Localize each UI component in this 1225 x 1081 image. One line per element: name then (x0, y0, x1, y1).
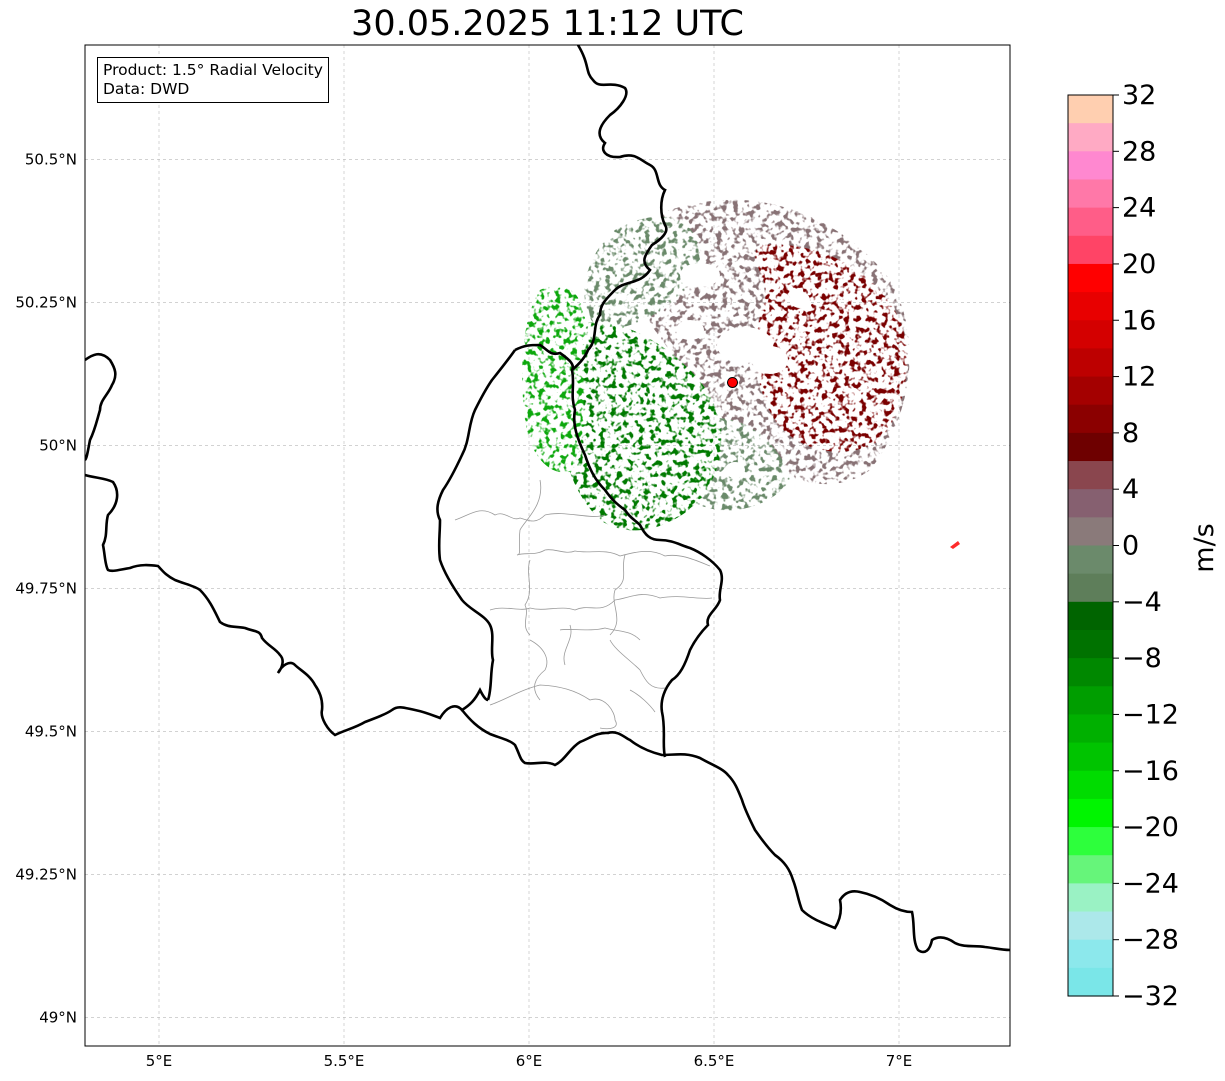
map-title: 30.05.2025 11:12 UTC (351, 4, 744, 44)
colorbar-segment (1068, 123, 1113, 152)
colorbar-segment (1068, 207, 1113, 237)
lat-tick-label: 49.75°N (15, 579, 77, 597)
luxembourg-france-germany-border (460, 709, 1010, 954)
colorbar-segment (1068, 827, 1113, 856)
colorbar-tick-label: 28 (1122, 136, 1156, 167)
colorbar-tick-label: 24 (1122, 193, 1156, 224)
colorbar-segment (1068, 658, 1113, 687)
colorbar-segment (1068, 855, 1113, 884)
colorbar-segment (1068, 911, 1113, 941)
colorbar-segment (1068, 376, 1113, 406)
colorbar-tick-label: 8 (1122, 418, 1139, 449)
colorbar-segment (1068, 348, 1113, 378)
lon-tick-label: 6°E (516, 1052, 543, 1070)
lon-tick-label: 5.5°E (324, 1052, 365, 1070)
radar-site-marker (727, 376, 738, 388)
colorbar-tick-label: 12 (1122, 362, 1156, 393)
echo-bright-green-edge (522, 285, 586, 473)
echo-grey-green-zone (584, 216, 700, 330)
longitude-tick-labels: 5°E 5.5°E 6°E 6.5°E 7°E (146, 1052, 913, 1070)
colorbar-segment (1068, 432, 1113, 462)
lat-tick-label: 50°N (39, 436, 77, 454)
colorbar-segment (1068, 461, 1113, 490)
lat-tick-label: 49°N (39, 1008, 77, 1026)
colorbar-tick-label: 0 (1122, 531, 1139, 562)
colorbar-segment (1068, 151, 1113, 181)
product-info-box: Product: 1.5° Radial Velocity Data: DWD (97, 57, 329, 103)
colorbar-segment (1068, 629, 1113, 659)
map-frame (84, 44, 1011, 1047)
echo-small-cell-east (950, 541, 960, 549)
colorbar-tick-label: 32 (1122, 80, 1156, 111)
colorbar-segment (1068, 883, 1113, 913)
echo-clear-patches (676, 263, 810, 478)
colorbar-segment (1068, 967, 1113, 997)
colorbar-tick-label: −28 (1122, 925, 1179, 956)
colorbar-segment (1068, 686, 1113, 716)
lat-tick-label: 50.5°N (25, 150, 77, 168)
colorbar-tick-labels: 32 28 24 20 16 12 8 4 0 −4 −8 −12 −16 −20 −24 −28 −32 (1113, 80, 1179, 1012)
colorbar-segment (1068, 770, 1113, 800)
colorbar-segment (1068, 545, 1113, 575)
colorbar-segment (1068, 489, 1113, 518)
lat-tick-label: 49.25°N (15, 865, 77, 883)
colorbar-tick-label: 20 (1122, 249, 1156, 280)
data-source-line: Data: DWD (103, 80, 190, 98)
latitude-tick-labels: 49°N 49.25°N 49.5°N 49.75°N 50°N 50.25°N 50.5°… (15, 150, 77, 1026)
colorbar-segment (1068, 714, 1113, 744)
colorbar-segment (1068, 517, 1113, 547)
colorbar-tick-label: −20 (1122, 812, 1179, 843)
colorbar-segment (1068, 939, 1113, 969)
product-line: Product: 1.5° Radial Velocity (103, 61, 323, 79)
colorbar-tick-label: −12 (1122, 699, 1179, 730)
colorbar-tick-label: 16 (1122, 305, 1156, 336)
colorbar-tick-label: −16 (1122, 756, 1179, 787)
lat-tick-label: 49.5°N (25, 722, 77, 740)
colorbar-segment (1068, 263, 1113, 293)
luxembourg-western-border (436, 343, 575, 701)
colorbar-segment (1068, 404, 1113, 434)
lat-tick-label: 50.25°N (15, 293, 77, 311)
luxembourg-canton-borders (454, 479, 713, 730)
colorbar-segment (1068, 573, 1113, 603)
lon-tick-label: 5°E (146, 1052, 173, 1070)
colorbar-segment (1068, 320, 1113, 350)
belgium-france-border (85, 352, 489, 737)
colorbar-tick-label: −8 (1122, 643, 1162, 674)
colorbar-segment (1068, 235, 1113, 265)
colorbar-segment (1068, 179, 1113, 209)
colorbar-tick-label: −4 (1122, 587, 1162, 618)
colorbar-segment (1068, 798, 1113, 828)
colorbar-unit-label: m/s (1189, 523, 1220, 572)
colorbar-tick-label: −24 (1122, 868, 1179, 899)
borders (85, 45, 1010, 954)
colorbar-tick-label: 4 (1122, 474, 1139, 505)
lon-tick-label: 7°E (886, 1052, 913, 1070)
colorbar (1068, 95, 1113, 997)
lon-tick-label: 6.5°E (694, 1052, 735, 1070)
colorbar-tick-label: −32 (1122, 981, 1179, 1012)
colorbar-segment (1068, 95, 1113, 124)
colorbar-segment (1068, 292, 1113, 321)
map-plot-area (85, 45, 1010, 1046)
colorbar-segment (1068, 742, 1113, 772)
colorbar-segment (1068, 601, 1113, 631)
